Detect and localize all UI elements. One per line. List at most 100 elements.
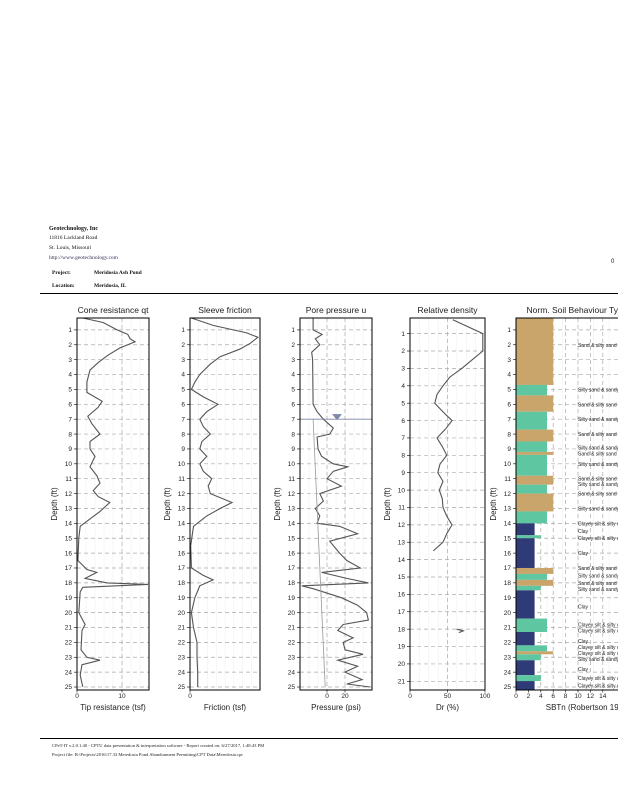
x-tick-label: 14 (599, 693, 607, 700)
x-tick-label: 0 (408, 693, 412, 700)
y-tick-label: 18 (398, 626, 406, 633)
x-tick-label: 20 (341, 693, 349, 700)
soil-layer-silt (516, 645, 547, 652)
chart-4: 0 50 100123456789101112131415161718192021R… (383, 305, 491, 712)
y-tick-label: 2 (507, 342, 511, 349)
footer-software-line: CPeT-IT v.2.0.1.40 - CPTU data presentat… (52, 743, 265, 748)
y-axis-label: Depth (ft) (163, 487, 172, 521)
y-tick-label: 4 (507, 372, 511, 379)
soil-type-label: Silty sand & sandy silt (578, 482, 618, 488)
x-tick-label: 6 (551, 693, 555, 700)
y-tick-label: 9 (181, 446, 185, 453)
company-website[interactable]: http://www.geotechnology.com (49, 255, 118, 261)
x-axis-label: Tip resistance (tsf) (80, 703, 146, 712)
y-tick-label: 25 (65, 684, 73, 691)
plot-frame (515, 317, 618, 691)
soil-type-label: Clayey silt & silty clay (578, 651, 618, 657)
y-tick-label: 20 (178, 610, 186, 617)
chart-title: Sleeve friction (198, 305, 252, 315)
y-tick-label: 18 (65, 580, 73, 587)
y-tick-label: 20 (398, 661, 406, 668)
y-tick-label: 17 (504, 565, 512, 572)
soil-type-label: Silty sand & sandy silt (578, 573, 618, 579)
soil-layer-clay (516, 660, 535, 676)
soil-type-label: Clayey silt & silty clay (578, 684, 618, 690)
chart-3: 0 201234567891011121314151617181920212223… (273, 305, 373, 712)
x-tick-label: 0 (514, 693, 518, 700)
y-tick-label: 2 (291, 342, 295, 349)
y-tick-label: 22 (288, 640, 296, 647)
project-value: Meridosia Ash Pond (94, 270, 142, 276)
y-tick-label: 1 (181, 327, 185, 334)
x-tick-label: 10 (118, 693, 126, 700)
soil-type-label: Sand & silty sand (578, 566, 617, 572)
y-tick-label: 12 (178, 491, 186, 498)
soil-type-label: Clayey silt & silty clay (578, 623, 618, 629)
y-tick-label: 9 (68, 446, 72, 453)
soil-type-label: Silty sand & sandy silt (578, 657, 618, 663)
y-tick-label: 3 (68, 357, 72, 364)
y-tick-label: 19 (65, 595, 73, 602)
y-tick-label: 6 (507, 402, 511, 409)
y-tick-label: 1 (291, 327, 295, 334)
soil-type-label: Sand & silty sand (578, 451, 617, 457)
y-tick-label: 5 (68, 387, 72, 394)
soil-type-label: Silty sand & sandy silt (578, 506, 618, 512)
plot-frame (76, 317, 150, 691)
soil-type-label: Clayey silt & silty clay (578, 521, 618, 527)
y-tick-label: 3 (507, 357, 511, 364)
soil-type-label: Sand & silty sand (578, 492, 617, 498)
soil-type-label: Silty sand & sandy silt (578, 417, 618, 423)
soil-layer-silt (516, 573, 547, 580)
y-tick-label: 16 (398, 592, 406, 599)
y-tick-label: 25 (288, 684, 296, 691)
y-tick-label: 24 (65, 669, 73, 676)
soil-layer-silt (516, 411, 547, 430)
y-tick-label: 17 (288, 565, 296, 572)
y-tick-label: 3 (291, 357, 295, 364)
location-value: Meridosia, IL (94, 283, 127, 289)
chart-title: Norm. Soil Behaviour Type (527, 305, 618, 315)
x-tick-label: 0 (75, 693, 79, 700)
y-tick-label: 21 (504, 625, 512, 632)
y-tick-label: 24 (178, 669, 186, 676)
y-tick-label: 13 (288, 506, 296, 513)
soil-type-label: Sand & silty sand (578, 432, 617, 438)
y-tick-label: 22 (65, 640, 73, 647)
y-tick-label: 17 (398, 609, 406, 616)
location-label: Location: (52, 283, 75, 289)
y-tick-label: 23 (178, 654, 186, 661)
x-tick-label: 0 (188, 693, 192, 700)
plot-frame (299, 317, 373, 691)
y-tick-label: 19 (178, 595, 186, 602)
series-line-Dr (432, 319, 484, 552)
soil-layer-sand (516, 451, 554, 455)
soil-layer-sand (516, 475, 554, 485)
x-tick-label: 100 (480, 693, 491, 700)
y-tick-label: 19 (398, 644, 406, 651)
y-tick-label: 6 (291, 402, 295, 409)
y-tick-label: 20 (288, 610, 296, 617)
x-axis-label: Friction (tsf) (204, 703, 247, 712)
company-name: Geotechnology, Inc (49, 226, 98, 232)
y-tick-label: 2 (401, 348, 405, 355)
y-tick-label: 25 (504, 684, 512, 691)
x-tick-label: 10 (574, 693, 582, 700)
soil-type-label: Silty sand & sandy silt (578, 387, 618, 393)
y-tick-label: 1 (68, 327, 72, 334)
y-tick-label: 7 (68, 416, 72, 423)
y-tick-label: 10 (288, 461, 296, 468)
soil-type-label: Clay (578, 551, 589, 557)
soil-layer-sand (516, 651, 554, 655)
y-tick-label: 25 (178, 684, 186, 691)
x-tick-label: 0 (325, 693, 329, 700)
soil-type-label: Silty sand & sandy silt (578, 462, 618, 468)
soil-type-label: Sand & silty sand (578, 477, 617, 483)
y-tick-label: 11 (288, 476, 295, 483)
soil-type-label: Clay (578, 667, 589, 673)
header-divider (40, 293, 618, 295)
x-tick-label: 8 (564, 693, 568, 700)
y-tick-label: 10 (398, 487, 406, 494)
y-tick-label: 16 (178, 550, 186, 557)
y-tick-label: 1 (507, 327, 511, 334)
